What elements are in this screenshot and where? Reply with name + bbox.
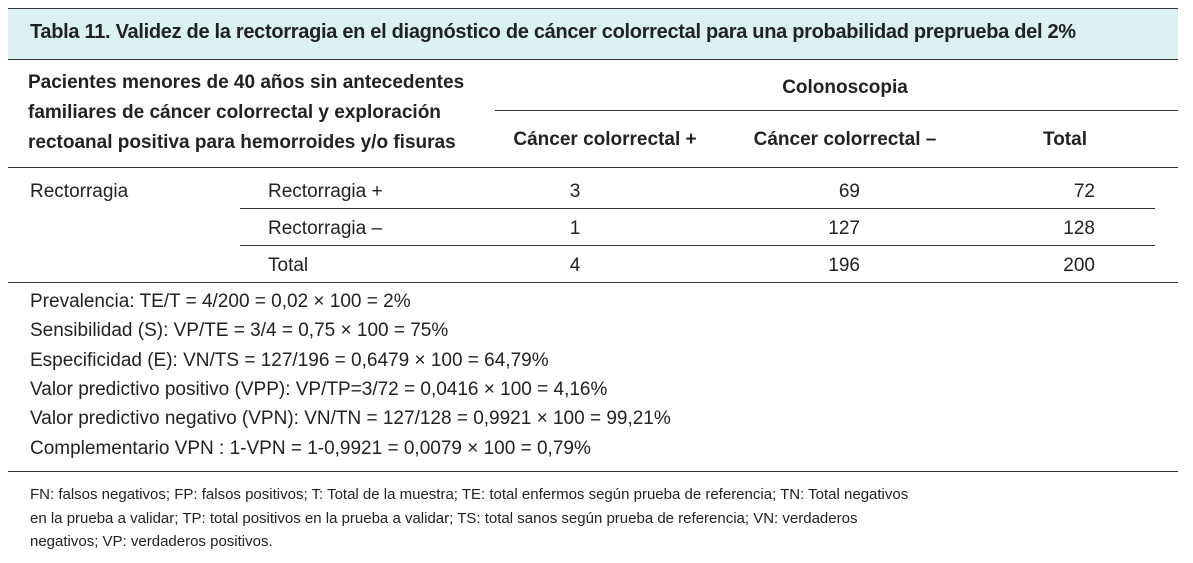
- rule: [240, 245, 1155, 246]
- cell: 1: [569, 218, 581, 239]
- cell: 127: [828, 218, 860, 239]
- row-group: Rectorragia: [30, 181, 129, 202]
- row-label: Rectorragia +: [268, 181, 383, 202]
- cell: 196: [828, 255, 860, 276]
- cell: 200: [1063, 255, 1095, 276]
- formula: Prevalencia: TE/T = 4/200 = 0,02 × 100 =…: [30, 291, 411, 312]
- footnote-line: negativos; VP: verdaderos positivos.: [30, 533, 273, 550]
- formula: Valor predictivo negativo (VPN): VN/TN =…: [30, 408, 671, 430]
- rule: [240, 208, 1155, 209]
- row-label: Total: [268, 255, 309, 276]
- formula: Sensibilidad (S): VP/TE = 3/4 = 0,75 × 1…: [30, 320, 449, 342]
- formula: Especificidad (E): VN/TS = 127/196 = 0,6…: [30, 349, 549, 371]
- formula: Valor predictivo positivo (VPP): VP/TP=3…: [30, 378, 608, 400]
- rule: [8, 471, 1178, 472]
- corner-line: Pacientes menores de 40 años sin anteced…: [28, 72, 465, 93]
- cell: 69: [838, 181, 860, 202]
- cell: 128: [1063, 218, 1095, 239]
- title-bar: [8, 8, 1178, 60]
- row-label: Rectorragia –: [268, 218, 383, 239]
- column-header: Cáncer colorrectal –: [753, 129, 937, 150]
- rule: [8, 282, 1178, 283]
- group-header: Colonoscopia: [782, 77, 908, 98]
- footnote-line: en la prueba a validar; TP: total positi…: [30, 509, 858, 527]
- formula: Complementario VPN : 1-VPN = 1-0,9921 = …: [30, 437, 591, 459]
- title: Tabla 11. Validez de la rectorragia en e…: [30, 21, 1076, 43]
- cell: 4: [569, 255, 581, 276]
- corner-line: rectoanal positiva para hemorroides y/o …: [28, 132, 456, 153]
- rule: [8, 167, 1178, 168]
- column-header: Total: [1043, 129, 1087, 150]
- footnote-line: FN: falsos negativos; FP: falsos positiv…: [30, 486, 909, 503]
- cell: 72: [1073, 181, 1095, 202]
- cell: 3: [569, 181, 581, 202]
- rule: [495, 110, 1178, 111]
- corner-line: familiares de cáncer colorrectal y explo…: [28, 102, 441, 123]
- column-header: Cáncer colorrectal +: [513, 129, 697, 150]
